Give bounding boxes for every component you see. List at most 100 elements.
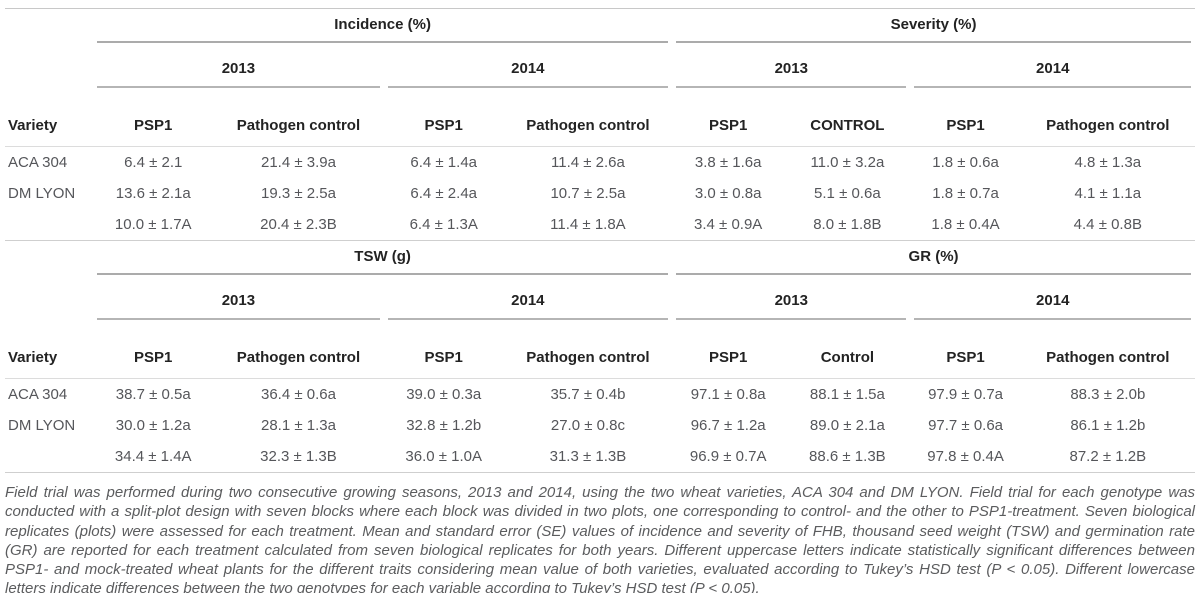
data-cell: 11.4 ± 2.6a [551, 154, 625, 171]
year-header: 2014 [910, 275, 1195, 320]
table-row-means: 10.0 ± 1.7A 20.4 ± 2.3B 6.4 ± 1.3A 11.4 … [5, 209, 1195, 241]
data-cell: 38.7 ± 0.5a [115, 386, 191, 403]
data-cell: 96.7 ± 1.2a [690, 417, 766, 434]
row-label: DM LYON [8, 185, 76, 202]
table-row: ACA 304 38.7 ± 0.5a 36.4 ± 0.6a 39.0 ± 0… [5, 379, 1195, 411]
row-label: DM LYON [8, 417, 76, 434]
variety-column-header: Variety [5, 88, 94, 147]
section-header-incidence: Incidence (%) [93, 9, 672, 43]
data-cell: 97.1 ± 0.8a [690, 386, 766, 403]
data-cell: 96.9 ± 0.7A [672, 441, 785, 473]
column-header: Control [784, 320, 911, 379]
spacer-cell [5, 43, 93, 88]
data-cell: 1.8 ± 0.7a [932, 185, 999, 202]
data-cell: 88.6 ± 1.3B [784, 441, 911, 473]
year-header: 2013 [672, 275, 910, 320]
data-cell: 87.2 ± 1.2B [1020, 441, 1195, 473]
data-cell: 34.4 ± 1.4A [93, 441, 214, 473]
spacer-cell [5, 9, 93, 43]
variety-column-header: Variety [5, 320, 94, 379]
data-cell: 86.1 ± 1.2b [1070, 417, 1146, 434]
spacer-cell [5, 275, 93, 320]
column-header: PSP1 [672, 88, 785, 147]
column-header-row: Variety PSP1 Pathogen control PSP1 Patho… [5, 88, 1195, 147]
column-header: PSP1 [383, 88, 504, 147]
row-label [5, 441, 94, 473]
data-cell: 39.0 ± 0.3a [406, 386, 482, 403]
data-cell: 3.0 ± 0.8a [694, 185, 762, 202]
spacer-cell [5, 241, 93, 275]
table-row: ACA 304 6.4 ± 2.1 21.4 ± 3.9a 6.4 ± 1.4a… [5, 147, 1195, 179]
data-cell: 97.8 ± 0.4A [910, 441, 1021, 473]
year-label: 2014 [914, 60, 1191, 88]
data-cell: 11.0 ± 3.2a [810, 154, 885, 171]
data-cell: 5.1 ± 0.6a [814, 185, 881, 202]
column-header: Pathogen control [503, 88, 673, 147]
table-caption: Field trial was performed during two con… [5, 484, 1195, 593]
data-cell: 89.0 ± 2.1a [809, 417, 885, 434]
data-cell: 97.9 ± 0.7a [928, 386, 1004, 403]
data-cell: 13.6 ± 2.1a [115, 185, 191, 202]
year-header-row: 2013 2014 2013 2014 [5, 43, 1195, 88]
data-cell: 28.1 ± 1.3a [260, 417, 336, 434]
data-cell: 88.1 ± 1.5a [809, 386, 885, 403]
data-cell: 35.7 ± 0.4b [550, 386, 626, 403]
data-cell: 4.1 ± 1.1a [1074, 185, 1142, 202]
data-cell: 4.4 ± 0.8B [1020, 209, 1195, 241]
data-cell: 6.4 ± 2.1 [124, 154, 183, 171]
column-header: Pathogen control [213, 88, 384, 147]
data-cell: 6.4 ± 2.4a [410, 185, 478, 202]
year-header-row: 2013 2014 2013 2014 [5, 275, 1195, 320]
year-header: 2014 [384, 43, 672, 88]
section-header-label: Severity (%) [676, 16, 1191, 43]
data-cell: 3.4 ± 0.9A [672, 209, 785, 241]
table-row: DM LYON 30.0 ± 1.2a 28.1 ± 1.3a 32.8 ± 1… [5, 410, 1195, 441]
year-label: 2014 [914, 292, 1191, 320]
column-header: PSP1 [910, 320, 1021, 379]
row-label [5, 209, 94, 241]
table-figure: Incidence (%) Severity (%) 2013 2014 201… [5, 8, 1195, 473]
column-header: PSP1 [910, 88, 1021, 147]
data-cell: 30.0 ± 1.2a [115, 417, 191, 434]
row-label: ACA 304 [8, 154, 68, 171]
incidence-severity-table: Incidence (%) Severity (%) 2013 2014 201… [5, 9, 1195, 241]
data-cell: 19.3 ± 2.5a [260, 185, 336, 202]
section-header-row: Incidence (%) Severity (%) [5, 9, 1195, 43]
column-header: PSP1 [383, 320, 504, 379]
column-header: Pathogen control [1020, 320, 1195, 379]
column-header: PSP1 [93, 88, 214, 147]
data-cell: 88.3 ± 2.0b [1070, 386, 1146, 403]
year-label: 2013 [676, 60, 907, 88]
table-row: DM LYON 13.6 ± 2.1a 19.3 ± 2.5a 6.4 ± 2.… [5, 178, 1195, 209]
data-cell: 6.4 ± 1.4a [410, 154, 478, 171]
year-header: 2014 [384, 275, 672, 320]
column-header: PSP1 [672, 320, 785, 379]
column-header: PSP1 [93, 320, 214, 379]
year-label: 2013 [676, 292, 907, 320]
year-header: 2013 [93, 275, 383, 320]
year-label: 2014 [387, 60, 669, 88]
data-cell: 10.0 ± 1.7A [93, 209, 214, 241]
data-cell: 97.7 ± 0.6a [928, 417, 1004, 434]
section-header-severity: Severity (%) [672, 9, 1195, 43]
year-header: 2014 [910, 43, 1195, 88]
section-header-label: Incidence (%) [97, 16, 669, 43]
data-cell: 11.4 ± 1.8A [503, 209, 673, 241]
section-header-row: TSW (g) GR (%) [5, 241, 1195, 275]
data-cell: 32.8 ± 1.2b [406, 417, 482, 434]
section-header-label: TSW (g) [97, 248, 669, 275]
year-header: 2013 [93, 43, 383, 88]
year-header: 2013 [672, 43, 910, 88]
year-label: 2013 [97, 292, 380, 320]
column-header: Pathogen control [503, 320, 673, 379]
data-cell: 21.4 ± 3.9a [260, 154, 336, 171]
year-label: 2014 [387, 292, 669, 320]
table-row-means: 34.4 ± 1.4A 32.3 ± 1.3B 36.0 ± 1.0A 31.3… [5, 441, 1195, 473]
data-cell: 1.8 ± 0.4A [910, 209, 1021, 241]
column-header: CONTROL [784, 88, 911, 147]
section-header-gr: GR (%) [672, 241, 1195, 275]
column-header-row: Variety PSP1 Pathogen control PSP1 Patho… [5, 320, 1195, 379]
data-cell: 10.7 ± 2.5a [550, 185, 626, 202]
data-cell: 20.4 ± 2.3B [213, 209, 384, 241]
section-header-tsw: TSW (g) [93, 241, 672, 275]
